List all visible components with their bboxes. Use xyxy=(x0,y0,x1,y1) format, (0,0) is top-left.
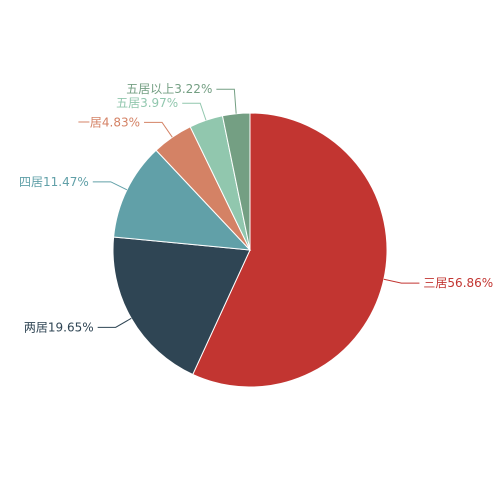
label-line xyxy=(182,102,207,121)
label-line xyxy=(383,278,420,284)
label-category: 五居以上 xyxy=(126,82,174,96)
pie-slice xyxy=(192,112,388,388)
data-label: 五居以上3.22% xyxy=(126,82,212,96)
data-label: 两居19.65% xyxy=(24,320,94,334)
label-category: 两居 xyxy=(24,320,48,334)
data-label: 三居56.86% xyxy=(423,276,493,290)
label-value: 3.97% xyxy=(140,96,178,110)
label-value: 3.22% xyxy=(174,82,212,96)
label-line xyxy=(92,181,128,191)
label-value: 19.65% xyxy=(48,320,94,334)
label-category: 四居 xyxy=(19,174,43,188)
label-category: 三居 xyxy=(423,276,447,290)
label-category: 一居 xyxy=(78,115,102,129)
pie-slice xyxy=(113,149,252,251)
label-value: 4.83% xyxy=(102,115,140,129)
label-value: 56.86% xyxy=(447,276,493,290)
data-label: 一居4.83% xyxy=(78,115,140,129)
data-label: 五居3.97% xyxy=(116,96,178,110)
label-line xyxy=(97,317,132,328)
label-category: 五居 xyxy=(116,96,140,110)
label-value: 11.47% xyxy=(43,174,89,188)
data-label: 四居11.47% xyxy=(19,174,89,188)
label-line xyxy=(216,88,237,114)
label-line xyxy=(144,121,173,138)
